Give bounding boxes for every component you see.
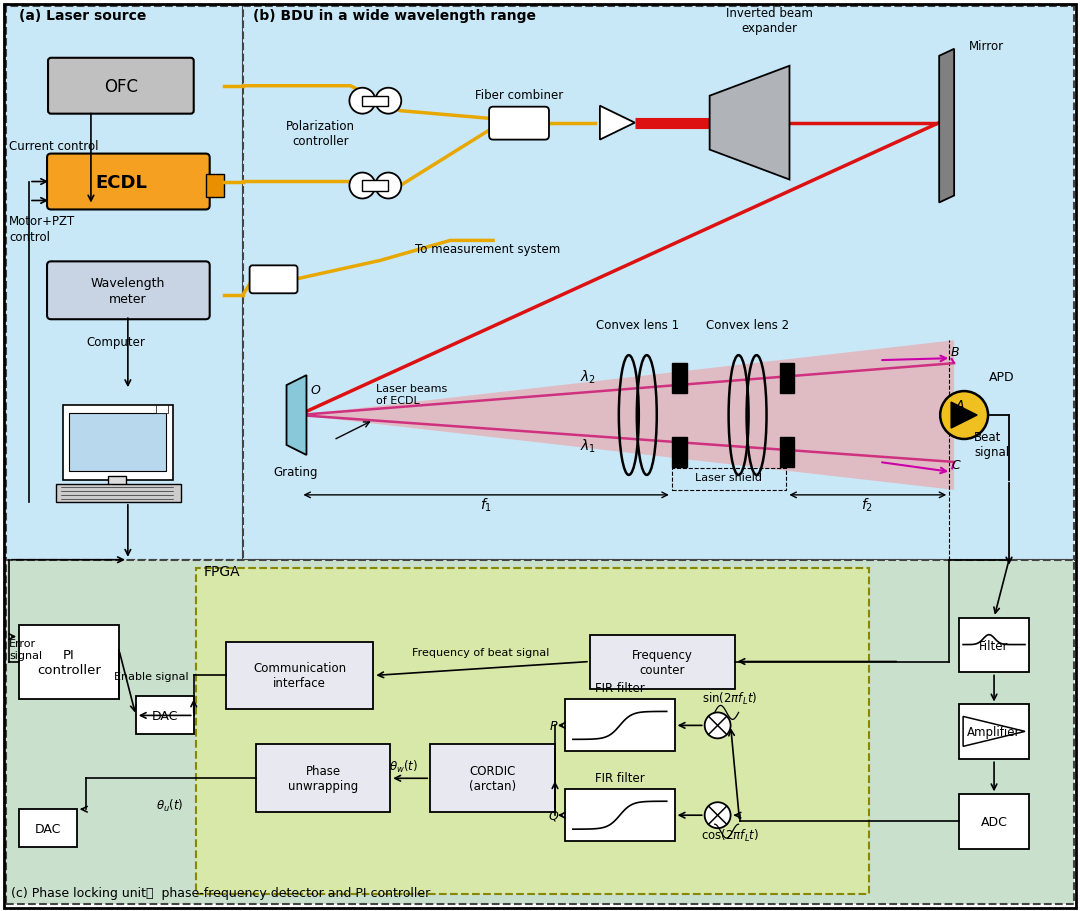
FancyBboxPatch shape xyxy=(48,58,193,115)
Text: Filter: Filter xyxy=(980,639,1009,652)
Polygon shape xyxy=(940,50,954,203)
Text: Frequency of beat signal: Frequency of beat signal xyxy=(413,647,550,657)
Text: $f_1$: $f_1$ xyxy=(480,496,492,514)
Text: $\cos(2\pi f_L t)$: $\cos(2\pi f_L t)$ xyxy=(701,827,758,844)
FancyBboxPatch shape xyxy=(565,790,675,841)
Text: A: A xyxy=(956,399,964,412)
Bar xyxy=(205,174,224,199)
Bar xyxy=(363,181,389,191)
FancyBboxPatch shape xyxy=(136,697,193,734)
Text: Grating: Grating xyxy=(273,466,318,478)
Text: P: P xyxy=(550,719,556,732)
Circle shape xyxy=(350,173,376,200)
Text: Computer: Computer xyxy=(86,336,146,349)
Text: $\theta_w(t)$: $\theta_w(t)$ xyxy=(389,759,418,774)
Text: $\sin(2\pi f_L t)$: $\sin(2\pi f_L t)$ xyxy=(702,690,757,706)
Text: ECDL: ECDL xyxy=(95,173,147,191)
FancyBboxPatch shape xyxy=(959,704,1029,760)
FancyBboxPatch shape xyxy=(48,262,210,320)
Bar xyxy=(108,476,126,490)
Text: Beat
signal: Beat signal xyxy=(974,431,1009,458)
Text: DAC: DAC xyxy=(151,709,178,722)
Polygon shape xyxy=(286,375,307,456)
Text: Error
signal: Error signal xyxy=(9,639,42,660)
Text: $\lambda_2$: $\lambda_2$ xyxy=(580,368,596,385)
FancyBboxPatch shape xyxy=(565,700,675,752)
Text: (b) BDU in a wide wavelength range: (b) BDU in a wide wavelength range xyxy=(253,9,536,23)
FancyBboxPatch shape xyxy=(48,154,210,210)
FancyBboxPatch shape xyxy=(6,560,1074,904)
FancyBboxPatch shape xyxy=(256,744,390,813)
Polygon shape xyxy=(599,107,635,140)
Circle shape xyxy=(704,712,730,739)
Text: ADC: ADC xyxy=(981,815,1008,828)
Text: Laser shield: Laser shield xyxy=(696,473,762,482)
Text: OFC: OFC xyxy=(104,77,138,96)
FancyBboxPatch shape xyxy=(6,7,243,560)
Text: To measurement system: To measurement system xyxy=(416,243,561,256)
Text: Convex lens 2: Convex lens 2 xyxy=(706,319,789,332)
FancyBboxPatch shape xyxy=(19,809,77,847)
Text: Laser beams
of ECDL: Laser beams of ECDL xyxy=(376,384,447,405)
Bar xyxy=(780,363,795,394)
Bar xyxy=(363,97,389,107)
FancyBboxPatch shape xyxy=(243,7,1074,560)
FancyBboxPatch shape xyxy=(249,266,297,294)
FancyBboxPatch shape xyxy=(489,107,549,140)
Text: Motor+PZT
control: Motor+PZT control xyxy=(9,215,76,244)
Text: Q: Q xyxy=(548,809,558,822)
FancyBboxPatch shape xyxy=(226,642,374,710)
Text: (c) Phase locking unit：  phase-frequency detector and PI controller: (c) Phase locking unit： phase-frequency … xyxy=(11,886,430,899)
Text: B: B xyxy=(951,346,960,359)
Text: Fiber combiner: Fiber combiner xyxy=(475,88,563,102)
Text: O: O xyxy=(310,384,321,396)
Polygon shape xyxy=(951,403,977,428)
Text: Polarization
controller: Polarization controller xyxy=(286,119,355,148)
Circle shape xyxy=(704,803,730,828)
Text: $f_2$: $f_2$ xyxy=(861,496,874,514)
Text: Communication
interface: Communication interface xyxy=(253,661,346,690)
FancyBboxPatch shape xyxy=(590,635,734,690)
Bar xyxy=(672,363,687,394)
Text: CORDIC
(arctan): CORDIC (arctan) xyxy=(469,764,516,793)
Text: Wavelength
meter: Wavelength meter xyxy=(91,277,165,305)
Text: PI
controller: PI controller xyxy=(37,649,100,676)
Polygon shape xyxy=(298,341,954,490)
Circle shape xyxy=(376,173,402,200)
Bar xyxy=(56,485,180,502)
Text: Phase
unwrapping: Phase unwrapping xyxy=(288,764,359,793)
FancyBboxPatch shape xyxy=(959,618,1029,672)
Text: DAC: DAC xyxy=(35,822,62,834)
Text: FPGA: FPGA xyxy=(204,564,241,578)
Text: Enable signal: Enable signal xyxy=(113,671,188,681)
Circle shape xyxy=(376,88,402,115)
Text: $\lambda_1$: $\lambda_1$ xyxy=(580,437,596,455)
Bar xyxy=(156,405,167,414)
FancyBboxPatch shape xyxy=(430,744,555,813)
FancyBboxPatch shape xyxy=(195,568,869,894)
Text: (a) Laser source: (a) Laser source xyxy=(19,9,147,23)
Bar xyxy=(63,405,173,480)
Text: Mirror: Mirror xyxy=(969,40,1004,53)
Text: C: C xyxy=(951,458,960,471)
FancyBboxPatch shape xyxy=(959,794,1029,849)
Bar xyxy=(780,437,795,467)
Circle shape xyxy=(350,88,376,115)
Text: FIR filter: FIR filter xyxy=(595,681,645,695)
Text: Convex lens 1: Convex lens 1 xyxy=(596,319,679,332)
Bar xyxy=(672,437,687,467)
Text: $\theta_u(t)$: $\theta_u(t)$ xyxy=(156,797,184,814)
Polygon shape xyxy=(710,67,789,180)
Text: Amplifier: Amplifier xyxy=(968,725,1021,739)
FancyBboxPatch shape xyxy=(19,625,119,700)
Text: Frequency
counter: Frequency counter xyxy=(632,649,692,676)
Bar xyxy=(69,414,166,471)
Text: Current control: Current control xyxy=(9,139,98,152)
Text: FIR filter: FIR filter xyxy=(595,772,645,784)
Text: APD: APD xyxy=(989,371,1015,384)
Text: Inverted beam
expander: Inverted beam expander xyxy=(726,6,813,35)
Circle shape xyxy=(941,392,988,439)
